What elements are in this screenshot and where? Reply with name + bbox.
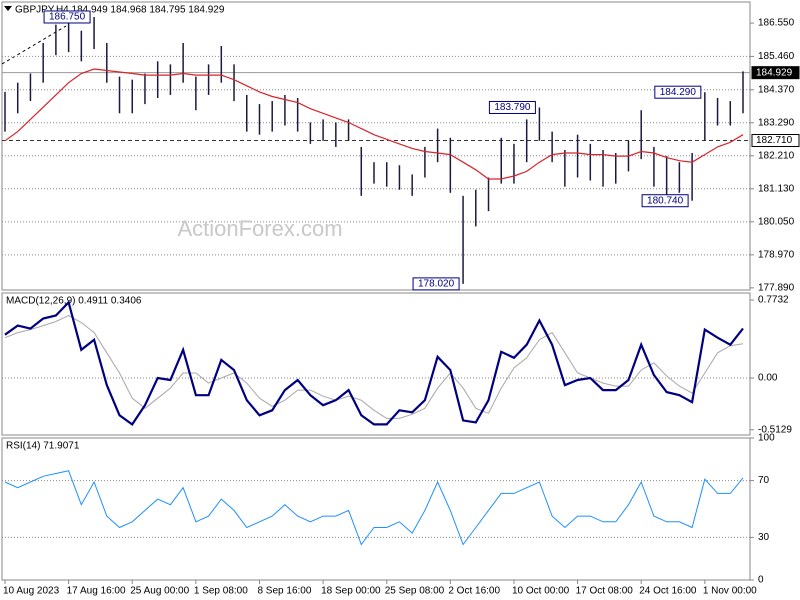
x-tick-label: 8 Sep 16:00 — [257, 586, 311, 597]
y-tick-label: 177.890 — [758, 283, 795, 294]
annotation: 178.020 — [418, 279, 455, 290]
y-tick-label: 182.210 — [758, 150, 795, 161]
y-tick-label: 185.460 — [758, 51, 795, 62]
y-tick-label: 0.7732 — [758, 295, 789, 306]
annotation: 184.290 — [660, 87, 697, 98]
x-tick-label: 24 Oct 16:00 — [639, 586, 697, 597]
moving-average — [4, 68, 744, 180]
annotation: 180.740 — [647, 195, 684, 206]
y-tick-label: 178.970 — [758, 249, 795, 260]
y-tick-label: 0 — [758, 575, 764, 586]
y-tick-label: 183.290 — [758, 117, 795, 128]
series-line — [4, 470, 744, 546]
annotation-box — [488, 100, 536, 114]
panel-title: RSI(14) 71.9071 — [6, 441, 80, 452]
macd-panel — [1, 292, 751, 436]
y-tick-label: 70 — [758, 475, 770, 486]
y-tick-label: 180.050 — [758, 216, 795, 227]
annotation: 186.750 — [49, 12, 86, 23]
y-tick-label: 184.370 — [758, 84, 795, 95]
series-line — [4, 300, 744, 426]
price-label: 182.710 — [756, 135, 793, 146]
y-tick-label: 186.550 — [758, 18, 795, 29]
x-tick-label: 25 Aug 00:00 — [130, 586, 189, 597]
panel-title: MACD(12,26,9) 0.4911 0.3406 — [6, 296, 142, 307]
menu-triangle — [4, 6, 12, 11]
annotation-box — [43, 10, 91, 24]
x-tick-label: 10 Oct 00:00 — [512, 586, 570, 597]
x-tick-label: 10 Aug 2023 — [3, 586, 60, 597]
x-tick-label: 18 Sep 00:00 — [321, 586, 381, 597]
y-tick-label: 100 — [758, 433, 775, 444]
x-tick-label: 2 Oct 16:00 — [448, 586, 500, 597]
x-tick-label: 1 Sep 08:00 — [194, 586, 248, 597]
price-panel — [1, 1, 751, 291]
price-label-box — [751, 66, 800, 80]
annotation-box — [412, 277, 460, 291]
x-tick-label: 1 Nov 00:00 — [703, 586, 757, 597]
watermark: ActionForex.com — [177, 216, 342, 241]
panel-title: GBPJPY,H4 184.949 184.968 184.795 184.92… — [15, 5, 225, 16]
annotation-box — [641, 194, 689, 208]
y-tick-label: 30 — [758, 532, 770, 543]
x-tick-label: 17 Aug 16:00 — [67, 586, 126, 597]
y-tick-label: 181.130 — [758, 183, 795, 194]
rsi-panel — [1, 437, 751, 581]
x-tick-label: 17 Oct 08:00 — [576, 586, 634, 597]
y-tick-label: 0.00 — [758, 373, 778, 384]
annotation-box — [654, 85, 702, 99]
y-tick-label: -0.5129 — [758, 424, 792, 435]
price-label-box — [751, 133, 800, 147]
price-label: 184.929 — [756, 67, 793, 78]
x-tick-label: 25 Sep 08:00 — [385, 586, 445, 597]
annotation: 183.790 — [494, 102, 531, 113]
